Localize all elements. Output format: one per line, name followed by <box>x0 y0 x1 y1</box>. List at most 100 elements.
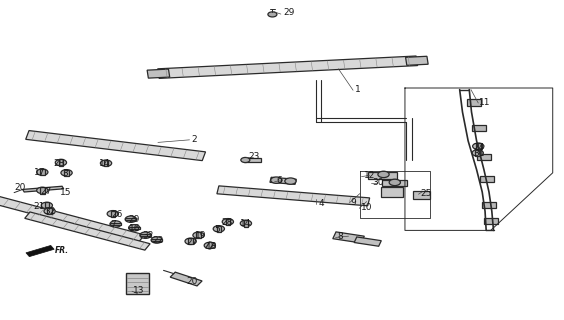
Polygon shape <box>476 143 481 149</box>
Circle shape <box>41 202 52 209</box>
Text: 10: 10 <box>361 204 372 212</box>
Circle shape <box>37 169 48 175</box>
Text: 18: 18 <box>206 242 217 251</box>
Polygon shape <box>475 150 480 156</box>
Polygon shape <box>129 227 140 229</box>
Text: 29: 29 <box>129 215 140 224</box>
Circle shape <box>129 225 140 231</box>
Polygon shape <box>170 272 202 286</box>
Text: 17: 17 <box>34 168 45 177</box>
Polygon shape <box>217 186 369 206</box>
Text: 23: 23 <box>248 152 259 161</box>
Polygon shape <box>473 125 486 131</box>
Polygon shape <box>188 238 193 244</box>
Text: 12: 12 <box>364 172 375 180</box>
Polygon shape <box>381 187 403 197</box>
Text: 16: 16 <box>129 224 140 233</box>
Text: 25: 25 <box>420 189 431 198</box>
Polygon shape <box>270 177 296 184</box>
Text: 22: 22 <box>152 236 164 245</box>
Polygon shape <box>25 212 150 250</box>
Polygon shape <box>158 56 417 78</box>
Text: 32: 32 <box>143 231 154 240</box>
Polygon shape <box>64 170 69 176</box>
Text: 20: 20 <box>186 277 197 286</box>
Circle shape <box>193 232 204 238</box>
Text: 9: 9 <box>351 198 356 207</box>
Circle shape <box>241 157 250 163</box>
Polygon shape <box>0 194 144 242</box>
Text: 14: 14 <box>240 220 251 228</box>
Polygon shape <box>45 202 49 209</box>
Circle shape <box>140 232 151 238</box>
Circle shape <box>271 177 282 183</box>
Polygon shape <box>354 237 381 246</box>
Circle shape <box>240 220 252 227</box>
Text: 32: 32 <box>44 207 55 216</box>
Text: 28: 28 <box>54 159 65 168</box>
Text: 6: 6 <box>276 176 282 185</box>
Polygon shape <box>140 234 151 236</box>
Text: 29: 29 <box>283 8 294 17</box>
Text: 8: 8 <box>337 232 343 241</box>
Polygon shape <box>126 273 149 294</box>
Text: 27: 27 <box>41 188 52 196</box>
Text: 28: 28 <box>222 218 233 227</box>
Circle shape <box>44 208 55 214</box>
Text: 19: 19 <box>195 231 206 240</box>
Text: 31: 31 <box>474 149 485 158</box>
Polygon shape <box>482 202 496 208</box>
Circle shape <box>204 242 215 249</box>
Polygon shape <box>406 56 428 65</box>
Polygon shape <box>206 242 214 249</box>
Circle shape <box>285 178 296 184</box>
Polygon shape <box>244 220 248 227</box>
Text: 14: 14 <box>99 159 110 168</box>
Polygon shape <box>104 160 108 166</box>
Polygon shape <box>226 219 230 225</box>
Polygon shape <box>413 190 430 198</box>
Text: FR.: FR. <box>55 246 69 255</box>
Circle shape <box>37 187 48 194</box>
Polygon shape <box>244 158 261 162</box>
Circle shape <box>472 150 483 156</box>
Circle shape <box>107 211 118 217</box>
Polygon shape <box>151 239 162 241</box>
Text: 5: 5 <box>214 225 220 234</box>
Polygon shape <box>466 99 481 106</box>
Polygon shape <box>382 180 407 186</box>
Polygon shape <box>483 218 497 224</box>
Text: 21: 21 <box>34 202 45 211</box>
Polygon shape <box>196 232 201 238</box>
Text: 2: 2 <box>192 135 197 144</box>
Text: 24: 24 <box>474 143 485 152</box>
Circle shape <box>473 143 484 149</box>
Polygon shape <box>477 154 491 160</box>
Polygon shape <box>110 223 121 225</box>
Polygon shape <box>333 232 364 243</box>
Text: 11: 11 <box>479 98 491 107</box>
Polygon shape <box>40 169 45 175</box>
Circle shape <box>100 160 112 166</box>
Polygon shape <box>47 208 52 214</box>
Circle shape <box>110 221 121 227</box>
Polygon shape <box>40 187 45 194</box>
Circle shape <box>268 12 277 17</box>
Circle shape <box>61 170 72 176</box>
Text: 20: 20 <box>14 183 25 192</box>
Polygon shape <box>26 131 205 161</box>
Text: 1: 1 <box>355 85 361 94</box>
Polygon shape <box>125 218 136 220</box>
Circle shape <box>185 238 196 244</box>
Text: 27: 27 <box>186 238 197 247</box>
Text: 30: 30 <box>372 178 384 187</box>
Circle shape <box>222 219 233 225</box>
Circle shape <box>389 179 400 186</box>
Polygon shape <box>368 172 397 179</box>
Circle shape <box>151 237 162 243</box>
Text: 4: 4 <box>319 199 324 208</box>
Polygon shape <box>26 245 54 257</box>
Polygon shape <box>217 226 221 232</box>
Circle shape <box>55 159 67 166</box>
Polygon shape <box>479 176 494 182</box>
